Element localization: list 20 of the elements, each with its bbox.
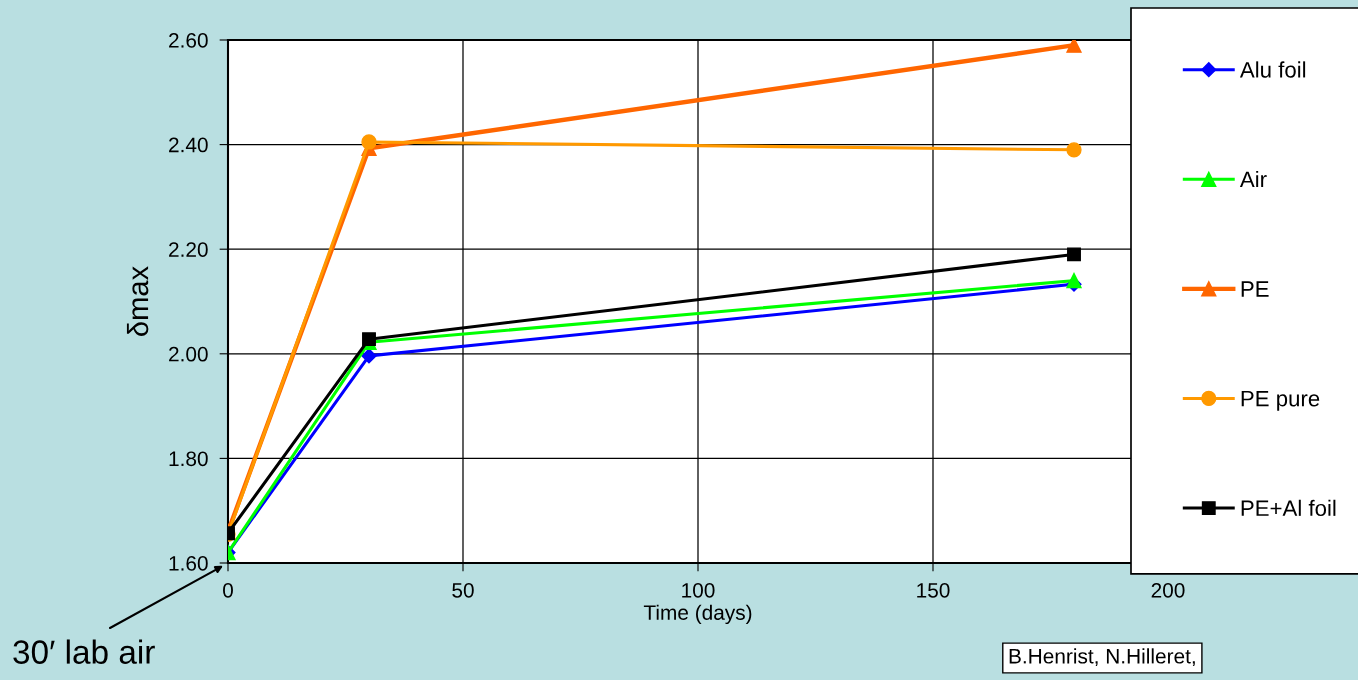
y-axis-title: δmax <box>126 266 149 336</box>
y-tick-label: 1.60 <box>169 556 208 571</box>
y-tick-label: 1.80 <box>169 451 208 467</box>
legend-label: Air <box>1239 170 1267 188</box>
x-tick-label: 50 <box>452 582 474 598</box>
legend-label: PE <box>1241 281 1269 297</box>
y-tick-label: 2.40 <box>169 137 208 153</box>
x-tick-label: 150 <box>917 582 950 598</box>
y-tick-label: 2.60 <box>169 33 208 48</box>
text: B.Henrist, N.Hilleret, <box>1009 648 1195 667</box>
x-axis-title: Time (days) <box>643 604 752 625</box>
x-tick-label: 200 <box>1151 582 1185 598</box>
legend-label: Alu foil <box>1239 61 1306 78</box>
x-tick-label: 100 <box>682 582 715 598</box>
y-tick-label: 2.20 <box>169 242 208 257</box>
x-tick-label: 0 <box>223 582 233 598</box>
legend-label: PE pure <box>1241 390 1320 411</box>
y-tick-label: 2.00 <box>169 346 208 362</box>
legend-label: PE+Al foil <box>1241 499 1336 517</box>
text: 30′ lab air <box>13 639 155 664</box>
